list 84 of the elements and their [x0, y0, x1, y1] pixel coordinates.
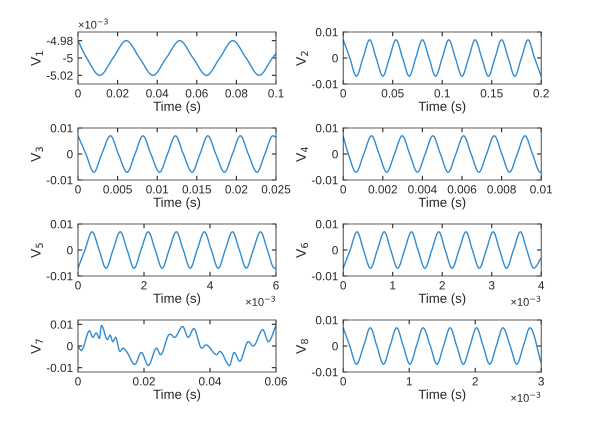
x-tick-label: 4 [206, 281, 213, 290]
x-axis-title: Time (s) [418, 101, 466, 114]
y-tick-label: -0.01 [312, 272, 338, 280]
y-tick-label: -0.01 [46, 272, 73, 280]
x-tick-label: 0 [340, 185, 346, 194]
x-tick-label: 3 [538, 377, 544, 386]
y-tick-label: -0.01 [46, 176, 73, 184]
y-tick-label: 0 [332, 54, 338, 62]
y-tick-label: -0.01 [312, 80, 338, 88]
x-tick-label: 2 [440, 281, 445, 290]
y-tick-label: 0 [332, 342, 338, 350]
x-tick-label: 0.005 [103, 185, 132, 194]
y-tick-label: -0.01 [312, 176, 338, 184]
y-tick-label: 0 [67, 342, 73, 350]
y-tick-label: -5.02 [46, 71, 73, 80]
x-axis-title: Time (s) [418, 389, 466, 402]
x-tick-label: 0.008 [487, 185, 516, 194]
y-axis-title: V$_{2}$ [296, 51, 308, 66]
x-tick-label: 0.02 [225, 185, 248, 194]
x-tick-label: 6 [273, 281, 279, 290]
x-tick-label: 0.06 [264, 377, 287, 386]
x-tick-label: 0 [340, 89, 346, 98]
x-tick-label: 4 [538, 281, 544, 290]
x-tick-label: 0.025 [262, 185, 290, 194]
x-tick-label: 0 [75, 377, 81, 386]
y-axis-title: V$_{6}$ [296, 243, 308, 258]
y-tick-label: 0 [332, 246, 338, 254]
y-tick-label: -0.01 [46, 364, 73, 372]
y-tick-label: 0.01 [50, 220, 73, 228]
x-tick-label: 0.06 [186, 89, 208, 98]
x-axis-title: Time (s) [418, 293, 466, 306]
x-axis-title: Time (s) [153, 389, 200, 402]
text: ×10$^{−3}$ [78, 18, 108, 29]
x-tick-label: 2 [472, 377, 478, 386]
text: ×10$^{−3}$ [246, 296, 276, 306]
x-tick-label: 0.01 [146, 185, 168, 194]
x-tick-label: 0.02 [106, 89, 128, 98]
x-tick-label: 0.004 [408, 185, 437, 194]
x-tick-label: 0 [75, 185, 81, 194]
x-tick-label: 0.1 [268, 89, 284, 98]
text: ×10$^{−3}$ [511, 296, 540, 306]
y-tick-label: 0.01 [50, 320, 73, 329]
x-tick-label: 0.04 [146, 89, 168, 98]
y-tick-label: 0.01 [316, 316, 338, 324]
y-tick-label: 0.01 [316, 28, 338, 36]
y-tick-label: 0 [67, 246, 73, 254]
x-tick-label: 0 [75, 89, 81, 98]
x-tick-label: 0.015 [182, 185, 212, 194]
x-tick-label: 0 [340, 281, 346, 290]
y-axis-title: V$_{4}$ [296, 146, 308, 162]
x-tick-label: 0.1 [434, 89, 450, 98]
x-axis-title: Time (s) [153, 293, 200, 306]
x-tick-label: 0 [340, 377, 346, 386]
x-tick-label: 0.002 [368, 185, 397, 194]
x-axis-title: Time (s) [153, 197, 200, 210]
x-tick-label: 0.01 [530, 185, 552, 194]
y-tick-label: 0.01 [316, 124, 338, 132]
x-tick-label: 0.04 [198, 377, 222, 386]
x-tick-label: 2 [141, 281, 147, 290]
x-tick-label: 0.006 [448, 185, 476, 194]
y-tick-label: -4.98 [46, 36, 73, 46]
y-tick-label: -5 [63, 54, 73, 62]
x-tick-label: 0.2 [533, 89, 549, 98]
x-tick-label: 0 [75, 281, 81, 290]
y-tick-label: 0.01 [50, 124, 73, 132]
x-tick-label: 0.08 [225, 89, 248, 98]
x-tick-label: 3 [488, 281, 494, 290]
y-tick-label: -0.01 [312, 368, 338, 376]
y-axis-title: V$_{7}$ [30, 339, 43, 354]
x-tick-label: 1 [406, 377, 412, 386]
x-tick-label: 1 [390, 281, 396, 290]
x-tick-label: 0.05 [382, 89, 404, 98]
y-axis-title: V$_{3}$ [30, 147, 43, 162]
x-axis-title: Time (s) [418, 197, 466, 210]
x-tick-label: 0.02 [132, 377, 155, 386]
x-tick-label: 0.15 [480, 89, 503, 98]
x-axis-title: Time (s) [153, 101, 200, 114]
y-axis-title: V$_{5}$ [30, 243, 43, 258]
text: ×10$^{−3}$ [511, 392, 540, 402]
y-tick-label: 0.01 [316, 220, 338, 228]
y-axis-title: V$_{8}$ [296, 339, 308, 354]
y-tick-label: 0 [67, 150, 73, 158]
y-axis-title: V$_{1}$ [30, 51, 43, 66]
y-tick-label: 0 [332, 150, 338, 158]
